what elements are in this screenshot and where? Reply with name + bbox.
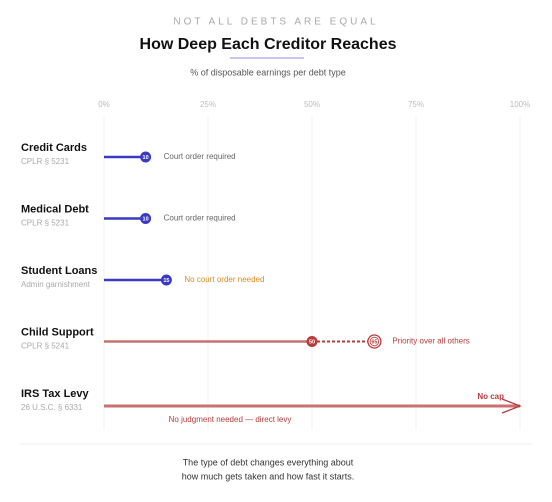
value-label: 10 bbox=[143, 155, 149, 161]
supertitle: NOT ALL DEBTS ARE EQUAL bbox=[173, 17, 378, 28]
citation: Admin garnishment bbox=[21, 280, 91, 289]
footnote: The type of debt changes everything abou… bbox=[183, 457, 354, 467]
category-label: Medical Debt bbox=[21, 203, 89, 215]
end-label: No cap bbox=[477, 392, 504, 401]
citation: CPLR § 5241 bbox=[21, 342, 70, 351]
x-tick-label: 50% bbox=[304, 100, 320, 109]
value-label: 15 bbox=[163, 278, 169, 284]
annotation: Court order required bbox=[164, 214, 236, 223]
range-label: 65 bbox=[371, 339, 377, 345]
annotation: No judgment needed — direct levy bbox=[169, 415, 292, 424]
range-marker bbox=[369, 336, 380, 347]
category-label: Child Support bbox=[21, 326, 94, 338]
x-tick-label: 25% bbox=[200, 100, 216, 109]
chart-title: How Deep Each Creditor Reaches bbox=[140, 36, 397, 53]
citation: CPLR § 5231 bbox=[21, 157, 70, 166]
citation: 26 U.S.C. § 6331 bbox=[21, 403, 83, 412]
x-tick-label: 75% bbox=[408, 100, 424, 109]
annotation: Priority over all others bbox=[392, 337, 469, 346]
value-label: 10 bbox=[143, 216, 149, 222]
marker bbox=[140, 213, 152, 224]
category-label: Student Loans bbox=[21, 265, 97, 277]
annotation: Court order required bbox=[164, 152, 236, 161]
subtitle: % of disposable earnings per debt type bbox=[190, 67, 346, 77]
category-label: IRS Tax Levy bbox=[21, 388, 90, 400]
marker bbox=[140, 151, 152, 163]
category-label: Credit Cards bbox=[21, 142, 87, 154]
footnote: how much gets taken and how fast it star… bbox=[182, 471, 355, 481]
annotation: No court order needed bbox=[184, 275, 264, 284]
x-tick-label: 0% bbox=[98, 100, 110, 109]
marker bbox=[306, 336, 318, 347]
value-label: 50 bbox=[309, 339, 315, 345]
citation: CPLR § 5231 bbox=[21, 219, 70, 228]
marker bbox=[160, 274, 172, 286]
arrow-head bbox=[501, 398, 522, 414]
x-tick-label: 100% bbox=[510, 100, 530, 109]
